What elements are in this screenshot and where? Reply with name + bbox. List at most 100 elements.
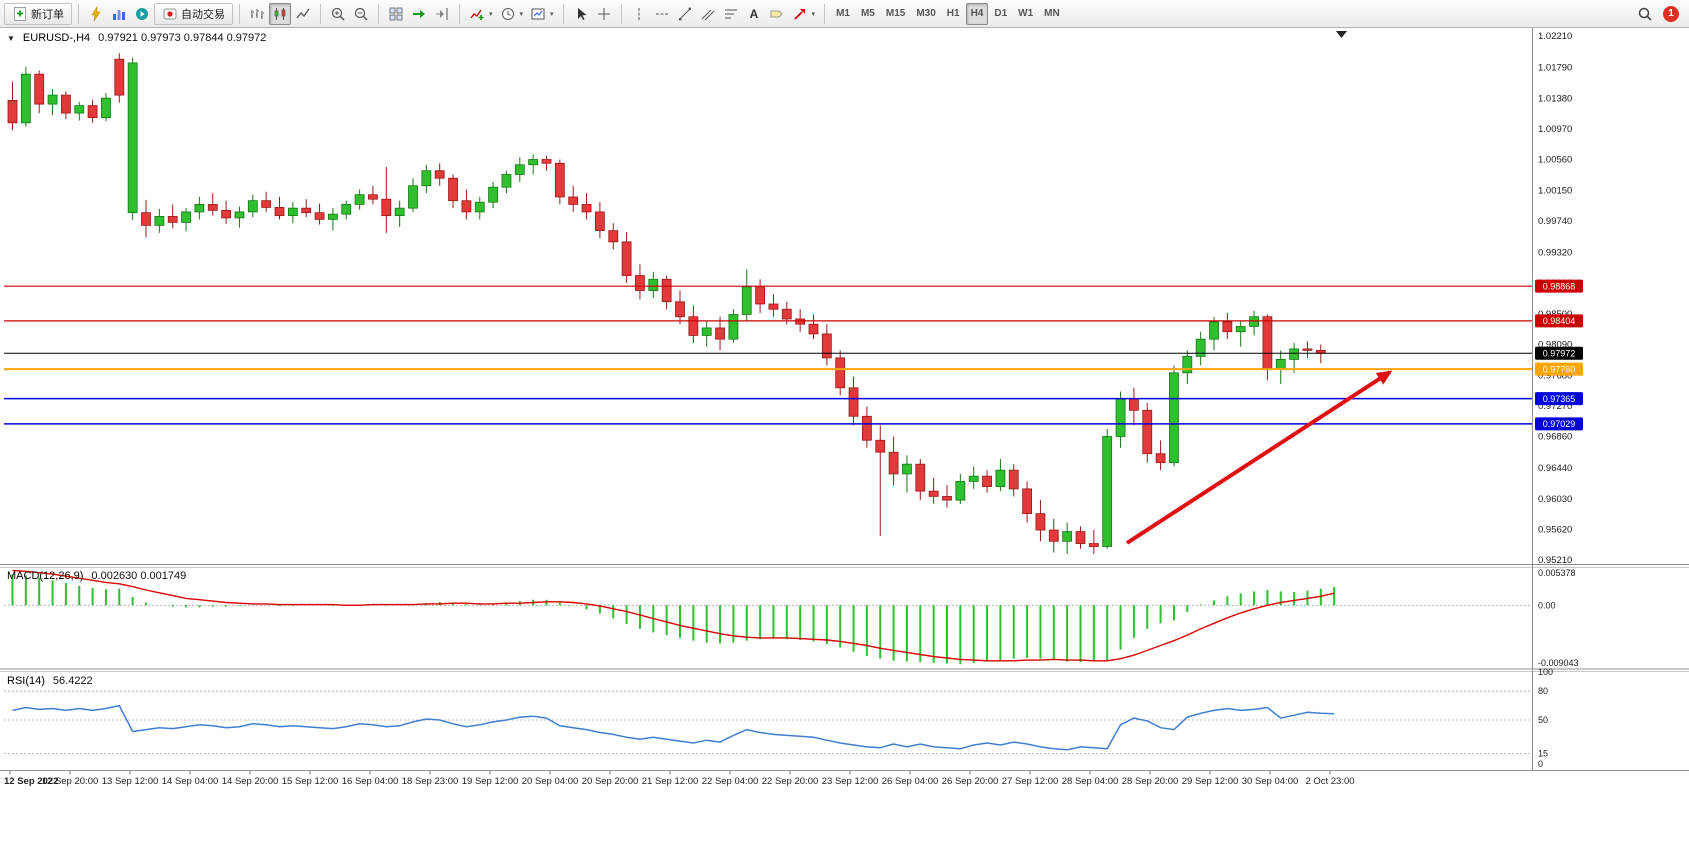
candle [287,202,298,224]
data-window-icon [111,6,127,22]
candle [902,455,912,493]
macd-histogram [11,574,1336,665]
search-button[interactable] [1634,3,1656,25]
notification-badge[interactable]: 1 [1663,5,1679,22]
vertical-line-button[interactable] [628,3,650,25]
time-axis-label: 28 Sep 04:00 [1062,776,1119,787]
candle [408,178,418,212]
navigator-button[interactable] [131,3,153,25]
candle [381,166,392,233]
text-icon: A [746,6,762,22]
data-window-button[interactable] [108,3,130,25]
time-axis-label: 27 Sep 12:00 [1002,776,1059,787]
candle [141,199,151,238]
zoom-out-icon [353,6,369,22]
price-badge-text: 0.98404 [1543,316,1576,326]
panels-group: 自动交易 [85,2,233,25]
candle [1182,350,1193,385]
rsi-axis-label: 50 [1538,715,1548,725]
candle [1289,342,1299,373]
candle [768,294,779,317]
price-axis-label: 1.00150 [1538,185,1572,196]
candle [1115,391,1126,448]
rsi-axis-label: 100 [1538,667,1553,677]
candle [1075,526,1086,549]
chevron-down-icon: ▾ [811,10,816,18]
timeframe-mn-button[interactable]: MN [1039,3,1065,25]
price-badge-text: 0.97029 [1543,419,1576,429]
quick-trade-caret-icon[interactable]: ▼ [7,33,15,43]
timeframe-m30-button[interactable]: M30 [911,3,940,25]
autotrading-icon [162,6,178,22]
candle [741,269,752,321]
periods-button[interactable]: ▾ [497,3,527,25]
time-axis-label: 28 Sep 20:00 [1122,776,1179,787]
arrows-button[interactable]: ▾ [789,3,819,25]
candle [461,189,472,220]
market-watch-icon [88,5,104,22]
tile-windows-button[interactable] [385,3,407,25]
window-group [385,3,453,25]
time-axis-label: 19 Sep 12:00 [462,776,519,787]
time-axis-label: 20 Sep 04:00 [522,776,579,787]
cursor-icon [573,6,589,22]
candle [848,376,859,426]
candle [47,89,58,116]
candle [194,196,205,220]
chart-shift-marker-icon[interactable] [1336,31,1347,38]
candle [1022,481,1032,523]
crosshair-icon [596,6,612,22]
line-chart-type-button[interactable] [292,3,314,25]
timeframe-m1-button[interactable]: M1 [831,3,855,25]
text-button[interactable]: A [743,3,765,25]
time-axis-label: 18 Sep 23:00 [402,776,459,787]
autotrading-button[interactable]: 自动交易 [154,2,233,25]
candle [715,316,725,351]
timeframe-d1-button[interactable]: D1 [989,3,1012,25]
crosshair-button[interactable] [593,3,615,25]
bar-chart-type-button[interactable] [246,3,268,25]
candle [608,223,619,250]
candle [942,485,952,508]
candle [1142,402,1153,463]
cursor-button[interactable] [570,3,592,25]
fibonacci-button[interactable] [720,3,742,25]
chart-canvas[interactable]: 1.02210 1.01790 1.01380 1.00970 1.00560 1.001… [0,28,1689,856]
price-badge: 0.97365 [1535,392,1583,406]
horizontal-line-button[interactable] [651,3,673,25]
arrow-shape-icon [792,6,808,22]
time-axis-label: 22 Sep 20:00 [762,776,819,787]
price-axis-label: 1.00970 [1538,124,1572,135]
time-axis-label: 16 Sep 04:00 [342,776,399,787]
candle [1169,365,1179,467]
trendline-button[interactable] [674,3,696,25]
price-badge-text: 0.97760 [1543,364,1576,374]
indicators-button[interactable]: ▾ [466,3,496,25]
new-order-button[interactable]: 新订单 [4,2,72,25]
candle [1102,429,1113,549]
price-badge: 0.98404 [1535,314,1583,328]
chart-shift-button[interactable] [431,3,453,25]
price-axis-label: 1.00560 [1538,155,1572,166]
templates-button[interactable]: ▾ [527,3,557,25]
market-watch-button[interactable] [85,3,107,25]
macd-axis-label: 0.005378 [1538,568,1576,578]
timeframe-h4-button[interactable]: H4 [965,2,989,25]
candle [728,309,739,343]
label-button[interactable] [766,3,788,25]
timeframe-m5-button[interactable]: M5 [856,3,880,25]
channel-button[interactable] [697,3,719,25]
timeframe-w1-button[interactable]: W1 [1013,3,1038,25]
zoom-in-button[interactable] [327,3,349,25]
timeframe-m15-button[interactable]: M15 [881,3,910,25]
candle [568,185,579,212]
candlestick-chart-type-button[interactable] [269,2,291,25]
zoom-in-icon [330,6,346,22]
zoom-out-button[interactable] [350,3,372,25]
trend-arrow[interactable] [1125,370,1393,545]
candle [234,206,245,228]
candle [528,154,539,175]
timeframe-h1-button[interactable]: H1 [942,3,965,25]
candle [368,185,378,205]
auto-scroll-button[interactable] [408,3,430,25]
